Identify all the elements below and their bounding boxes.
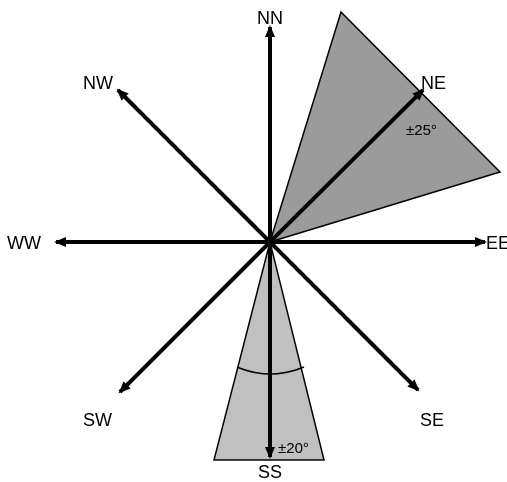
label-ne: NE — [421, 73, 446, 93]
label-ww: WW — [7, 233, 41, 253]
arrow-se — [268, 240, 420, 392]
label-se: SE — [420, 410, 444, 430]
arrow-sw — [118, 240, 272, 394]
label-nn: NN — [257, 8, 283, 28]
label-sw: SW — [83, 410, 112, 430]
label-ee: EE — [486, 233, 507, 253]
tolerance-label-ne: ±25° — [406, 122, 437, 139]
arrow-nw — [116, 88, 272, 244]
label-nw: NW — [83, 73, 113, 93]
arrow-ne — [268, 88, 425, 244]
tolerance-label-ss: ±20° — [278, 440, 309, 457]
label-ss: SS — [258, 462, 282, 482]
